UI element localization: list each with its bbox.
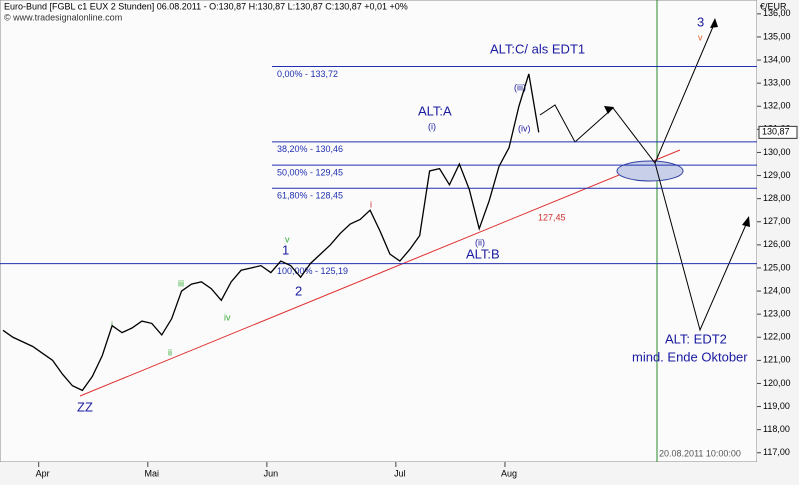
price-line: [2, 73, 540, 392]
y-tick-label: 118,00: [763, 424, 790, 434]
y-tick-label: 119,00: [763, 401, 790, 411]
annotation: (iii): [514, 82, 526, 92]
y-tick-label: 124,00: [763, 285, 791, 295]
x-axis-area: [0, 462, 757, 485]
y-tick-label: 129,00: [763, 170, 791, 180]
x-tick-label: Jun: [264, 468, 279, 478]
y-tick-label: 134,00: [763, 54, 791, 64]
annotation: iv: [224, 312, 231, 322]
y-tick-label: 117,00: [763, 447, 790, 457]
fib-label: 100,00% - 125,19: [277, 266, 348, 276]
annotation: ALT:B: [466, 246, 500, 261]
annotation: i: [111, 319, 113, 329]
annotation: v: [285, 234, 290, 244]
fib-label: 50,00% - 129,45: [277, 168, 343, 178]
annotation: (ii): [475, 237, 485, 247]
y-tick-label: 132,00: [763, 101, 791, 111]
y-tick-label: 122,00: [763, 332, 791, 342]
annotation: i: [370, 199, 372, 209]
annotation: (iv): [518, 123, 531, 133]
y-tick-label: 128,00: [763, 193, 791, 203]
annotation: iii: [178, 278, 184, 288]
y-tick-label: 130,00: [763, 147, 791, 157]
annotations: ALT:C/ als EDT1 ALT:A ALT:B (i) (ii) (ii…: [0, 8, 791, 457]
y-tick-label: 136,00: [763, 8, 791, 18]
fib-label: 38,20% - 130,46: [277, 144, 343, 154]
x-tick-label: Apr: [36, 468, 50, 478]
annotation: 2: [295, 283, 302, 298]
chart-title: Euro-Bund [FGBL c1 EUX 2 Stunden] 06.08.…: [4, 1, 408, 11]
annotation: mind. Ende Oktober: [632, 349, 748, 364]
y-tick-label: 133,00: [763, 78, 791, 88]
annotation: ALT:C/ als EDT1: [490, 41, 585, 56]
subtitle: © www.tradesignalonline.com: [4, 12, 122, 22]
arrow-heads: [604, 18, 750, 227]
trendline: [79, 149, 681, 397]
annotation: ii: [168, 347, 172, 357]
target-zone: [616, 160, 684, 182]
y-tick-label: 121,00: [763, 355, 791, 365]
y-tick-label: 127,00: [763, 216, 791, 226]
annotation: ZZ: [77, 399, 93, 414]
annotation: ALT:A: [418, 103, 452, 118]
trendline-label: 127,45: [538, 212, 566, 222]
y-tick-label: 123,00: [763, 309, 791, 319]
annotation: v: [698, 32, 703, 42]
last-price-label: 130,87: [762, 127, 790, 137]
y-tick-label: 125,00: [763, 262, 791, 272]
x-tick-label: Aug: [501, 468, 517, 478]
fib-label: 61,80% - 128,45: [277, 191, 343, 201]
annotation: (i): [428, 121, 436, 131]
x-tick-label: Jul: [394, 468, 406, 478]
y-axis-label: €/EUR: [760, 1, 787, 11]
y-tick-label: 120,00: [763, 378, 791, 388]
annotation: 3: [697, 14, 704, 29]
fib-label: 0,00% - 133,72: [277, 69, 338, 79]
y-tick-label: 126,00: [763, 239, 791, 249]
annotation: ALT: EDT2: [665, 331, 727, 346]
date-label: 20.08.2011 10:00:00: [659, 448, 741, 458]
plot-area: [0, 0, 758, 463]
y-axis-area: [757, 0, 799, 485]
x-tick-label: Mai: [145, 468, 160, 478]
last-price-box: [758, 125, 798, 139]
projection-arrows: [539, 21, 749, 332]
y-tick-label: 135,00: [763, 31, 791, 41]
annotation: 1: [282, 242, 289, 257]
